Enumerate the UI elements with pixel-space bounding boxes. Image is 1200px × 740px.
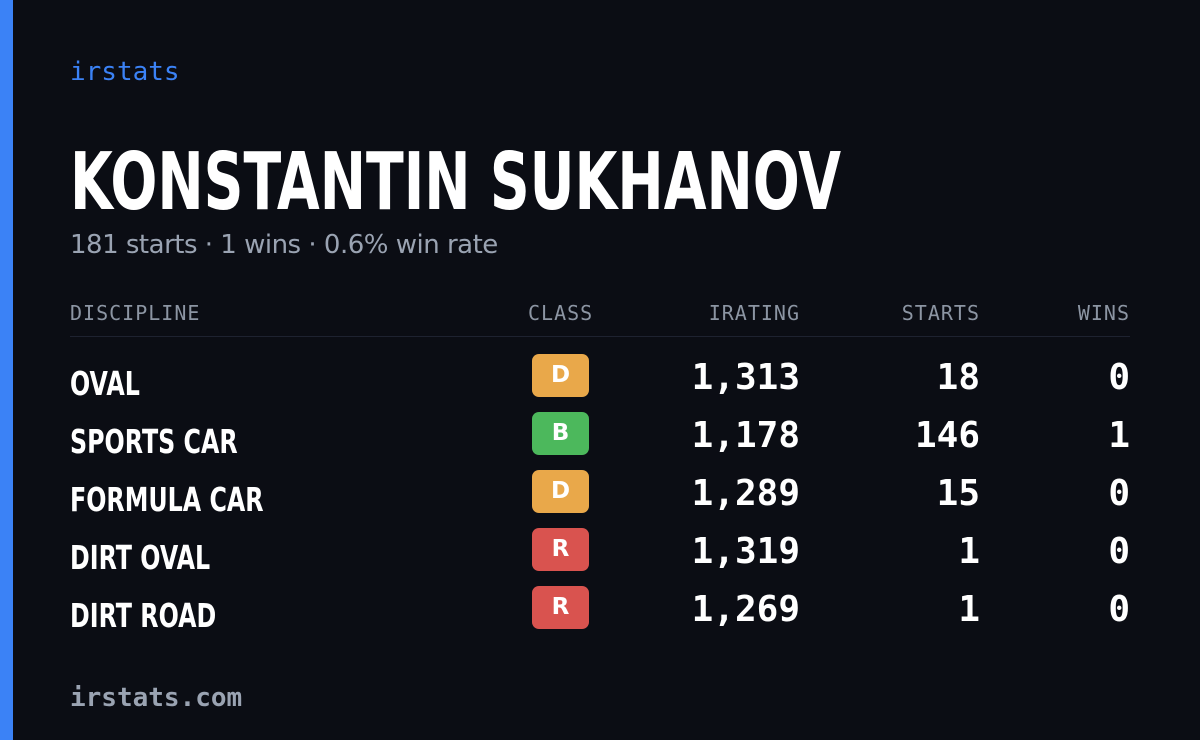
starts-value: 1 (958, 589, 980, 630)
class-badge: R (532, 528, 589, 571)
wins-value: 0 (1108, 589, 1130, 630)
wins-value: 0 (1108, 357, 1130, 398)
table-header: DISCIPLINE CLASS IRATING STARTS WINS (70, 300, 1130, 330)
irating-value: 1,289 (691, 473, 800, 514)
header-divider (70, 336, 1130, 337)
header-wins: WINS (1077, 301, 1130, 325)
class-badge: B (532, 412, 589, 455)
wins-value: 1 (1108, 415, 1130, 456)
starts-value: 146 (914, 415, 980, 456)
brand-logo: irstats (70, 57, 180, 87)
wins-value: 0 (1108, 531, 1130, 572)
wins-value: 0 (1108, 473, 1130, 514)
irating-value: 1,178 (691, 415, 800, 456)
discipline-label: SPORTS CAR (70, 422, 238, 461)
starts-value: 15 (936, 473, 980, 514)
discipline-label: FORMULA CAR (70, 480, 264, 519)
header-discipline: DISCIPLINE (70, 301, 201, 325)
irating-value: 1,313 (691, 357, 800, 398)
driver-name: KONSTANTIN SUKHANOV (70, 136, 842, 228)
class-badge: D (532, 470, 589, 513)
table-row: FORMULA CAR D 1,289 15 0 (70, 470, 1130, 528)
discipline-label: DIRT OVAL (70, 538, 211, 577)
table-row: DIRT ROAD R 1,269 1 0 (70, 586, 1130, 644)
class-badge: D (532, 354, 589, 397)
table-row: DIRT OVAL R 1,319 1 0 (70, 528, 1130, 586)
footer-url: irstats.com (70, 683, 243, 713)
table-row: SPORTS CAR B 1,178 146 1 (70, 412, 1130, 470)
header-irating: IRATING (708, 301, 800, 325)
irating-value: 1,269 (691, 589, 800, 630)
irating-value: 1,319 (691, 531, 800, 572)
table-row: OVAL D 1,313 18 0 (70, 354, 1130, 412)
discipline-label: DIRT ROAD (70, 596, 217, 635)
discipline-label: OVAL (70, 364, 140, 403)
class-badge: R (532, 586, 589, 629)
header-starts: STARTS (901, 301, 980, 325)
starts-value: 1 (958, 531, 980, 572)
driver-summary: 181 starts · 1 wins · 0.6% win rate (70, 230, 498, 260)
starts-value: 18 (936, 357, 980, 398)
accent-bar (0, 0, 13, 740)
header-class: CLASS (528, 301, 594, 325)
